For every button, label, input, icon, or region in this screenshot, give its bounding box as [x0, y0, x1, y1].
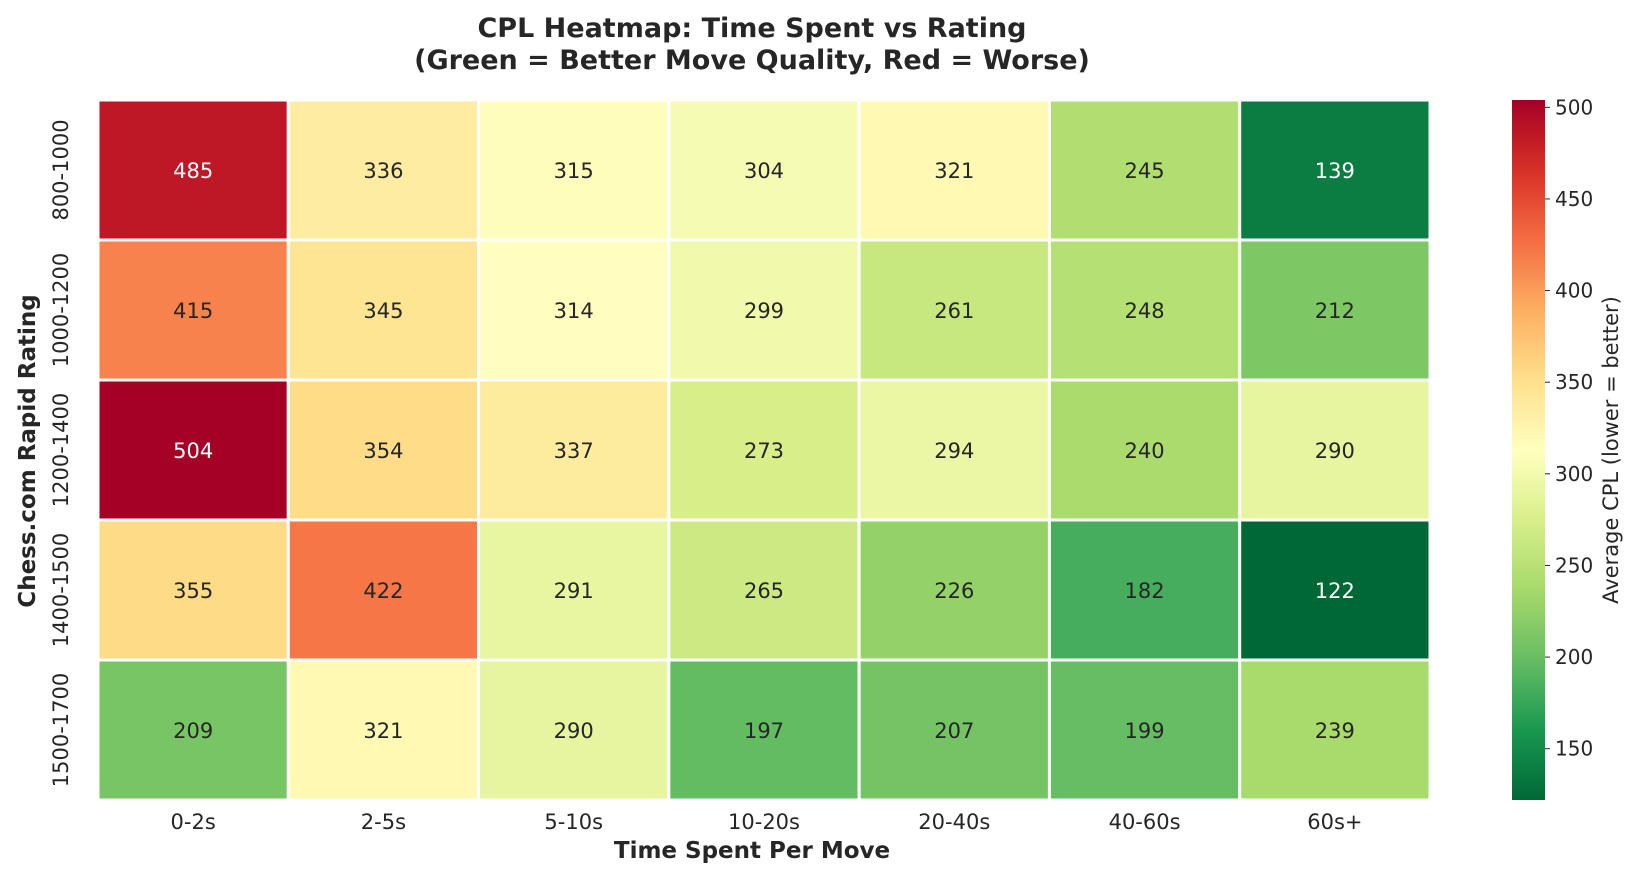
heatmap-cell: [96, 518, 290, 662]
cell-value-label: 207: [934, 719, 974, 743]
chart-subtitle: (Green = Better Move Quality, Red = Wors…: [414, 45, 1090, 76]
x-tick-label: 20-40s: [918, 810, 990, 834]
cell-value-label: 290: [1315, 439, 1355, 463]
heatmap-cell: [96, 98, 290, 242]
y-tick-label: 1400-1500: [49, 533, 73, 647]
cell-value-label: 355: [173, 579, 213, 603]
cell-value-label: 504: [173, 439, 213, 463]
cell-value-label: 182: [1125, 579, 1165, 603]
colorbar-label: Average CPL (lower = better): [1599, 296, 1623, 604]
heatmap-cell: [286, 378, 481, 522]
cell-value-label: 209: [173, 719, 213, 743]
heatmap-cell: [857, 238, 1051, 382]
chart-title: CPL Heatmap: Time Spent vs Rating: [477, 13, 1026, 44]
cell-value-label: 336: [363, 159, 403, 183]
heatmap-cell: [1238, 518, 1432, 662]
cell-value-label: 239: [1315, 719, 1355, 743]
y-tick-label: 1500-1700: [49, 673, 73, 787]
cell-value-label: 415: [173, 299, 213, 323]
y-axis-label: Chess.com Rapid Rating: [15, 294, 41, 607]
x-tick-labels: 0-2s 2-5s 5-10s 10-20s 20-40s 40-60s 60s+: [171, 810, 1363, 834]
cell-value-label: 273: [744, 439, 784, 463]
cell-value-label: 261: [934, 299, 974, 323]
heatmap-cell: [1238, 378, 1432, 522]
cell-value-label: 199: [1125, 719, 1165, 743]
cell-value-label: 321: [934, 159, 974, 183]
heatmap-cell: [477, 658, 671, 802]
heatmap-cell: [96, 658, 290, 802]
y-tick-label: 1200-1400: [49, 393, 73, 507]
heatmap-cell: [96, 238, 290, 382]
heatmap-cell: [667, 518, 861, 662]
cell-value-label: 294: [934, 439, 974, 463]
heatmap-cell: [286, 518, 481, 662]
colorbar-tick-label: 450: [1555, 187, 1593, 211]
colorbar-tick-label: 250: [1555, 553, 1593, 577]
cell-value-label: 265: [744, 579, 784, 603]
heatmap-cell: [286, 98, 481, 242]
cell-value-label: 354: [363, 439, 403, 463]
cell-labels: 485 336 315 304 321 245 139 415 345 314 299 261 248 2…: [173, 159, 1355, 743]
heatmap-cell: [477, 378, 671, 522]
colorbar-tick-label: 200: [1555, 645, 1593, 669]
y-tick-label: 1000-1200: [49, 253, 73, 367]
heatmap-cells: [96, 98, 1432, 802]
cell-value-label: 245: [1125, 159, 1165, 183]
cell-value-label: 337: [554, 439, 594, 463]
x-tick-label: 0-2s: [171, 810, 216, 834]
heatmap-cell: [1047, 378, 1242, 522]
cell-value-label: 240: [1125, 439, 1165, 463]
cell-value-label: 422: [363, 579, 403, 603]
cell-value-label: 321: [363, 719, 403, 743]
y-tick-labels: 800-1000 1000-1200 1200-1400 1400-1500 1500-…: [49, 119, 73, 787]
cell-value-label: 290: [554, 719, 594, 743]
colorbar-tick-label: 150: [1555, 737, 1593, 761]
heatmap-cell: [1238, 658, 1432, 802]
x-axis-label: Time Spent Per Move: [614, 838, 890, 864]
cell-value-label: 299: [744, 299, 784, 323]
cell-value-label: 139: [1315, 159, 1355, 183]
heatmap-cell: [667, 378, 861, 522]
heatmap-cell: [1238, 238, 1432, 382]
cell-value-label: 197: [744, 719, 784, 743]
cell-value-label: 291: [554, 579, 594, 603]
y-tick-label: 800-1000: [49, 119, 73, 220]
heatmap-cell: [1047, 98, 1242, 242]
x-tick-label: 5-10s: [544, 810, 603, 834]
x-tick-label: 40-60s: [1109, 810, 1181, 834]
colorbar-tick-label: 400: [1555, 279, 1593, 303]
cell-value-label: 345: [363, 299, 403, 323]
colorbar-tick-label: 500: [1555, 95, 1593, 119]
cell-value-label: 248: [1125, 299, 1165, 323]
cell-value-label: 315: [554, 159, 594, 183]
heatmap-cell: [857, 378, 1051, 522]
heatmap-cell: [477, 98, 671, 242]
cell-value-label: 122: [1315, 579, 1355, 603]
colorbar-tick-label: 350: [1555, 370, 1593, 394]
x-tick-label: 2-5s: [361, 810, 406, 834]
cell-value-label: 212: [1315, 299, 1355, 323]
x-tick-label: 10-20s: [728, 810, 800, 834]
heatmap-cell: [1047, 658, 1242, 802]
heatmap-cell: [477, 238, 671, 382]
colorbar-ticks: 150 200 250 300 350 400 450 500: [1545, 95, 1593, 761]
cell-value-label: 226: [934, 579, 974, 603]
heatmap-cell: [1047, 518, 1242, 662]
cell-value-label: 485: [173, 159, 213, 183]
cell-value-label: 314: [554, 299, 594, 323]
cell-value-label: 304: [744, 159, 784, 183]
x-tick-label: 60s+: [1307, 810, 1362, 834]
colorbar: [1512, 100, 1545, 800]
colorbar-tick-label: 300: [1555, 462, 1593, 486]
